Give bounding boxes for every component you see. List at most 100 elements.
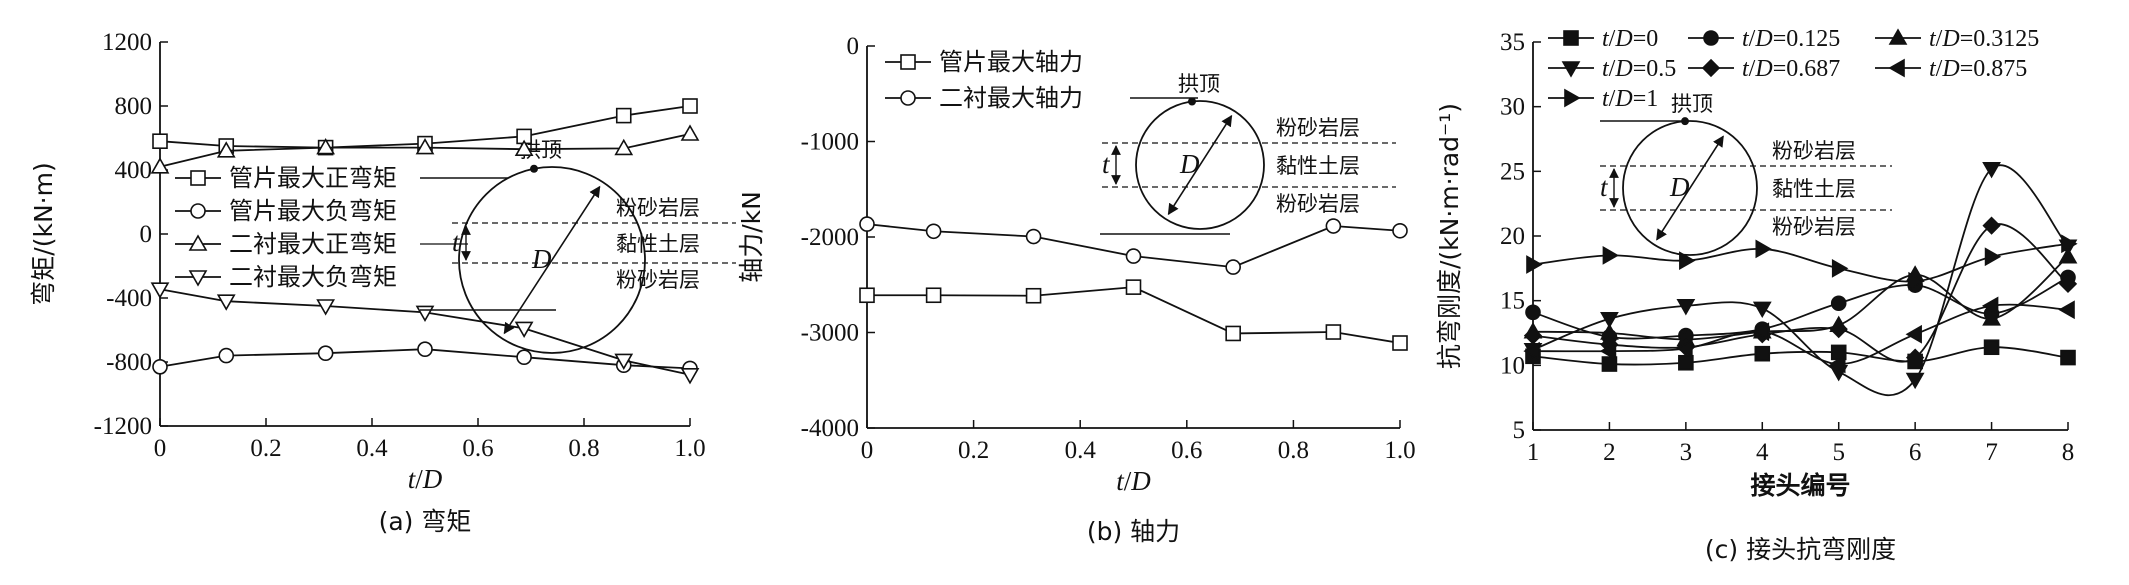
x-tick-label-2: 0.4 bbox=[356, 435, 388, 462]
legend-label-value: =1 bbox=[1633, 86, 1659, 112]
legend-marker-1 bbox=[190, 203, 206, 219]
x-tick-label-7: 8 bbox=[2062, 439, 2075, 466]
x-tick-label-4: 5 bbox=[1832, 439, 1845, 466]
layer-label-top: 粉砂岩层 bbox=[1276, 116, 1360, 140]
series-line-0 bbox=[867, 286, 1401, 344]
legend-marker-2 bbox=[188, 234, 208, 251]
legend-marker-0 bbox=[900, 54, 916, 70]
data-point-s0-1 bbox=[925, 287, 942, 304]
data-point-s2-0 bbox=[150, 157, 170, 174]
diameter-arrow bbox=[1656, 135, 1724, 241]
legend-label-4: t/D=0.687 bbox=[1742, 56, 1840, 82]
data-point-s5-5 bbox=[1905, 324, 1922, 344]
crown-label: 拱顶 bbox=[1671, 92, 1713, 116]
legend-label-d: D bbox=[1941, 56, 1959, 82]
diameter-label: D bbox=[1179, 149, 1200, 179]
x-axis-title: t/D bbox=[1116, 466, 1151, 496]
legend-marker-5 bbox=[1888, 58, 1905, 78]
data-point-s1-1 bbox=[218, 347, 235, 364]
x-axis-title-slash: / bbox=[1124, 466, 1132, 496]
data-point-s0-6 bbox=[1983, 339, 2000, 356]
series-line-2 bbox=[1532, 255, 2069, 341]
legend-label-d: D bbox=[1754, 26, 1772, 52]
data-point-s2-6 bbox=[1982, 309, 2001, 326]
data-point-s5-2 bbox=[1676, 339, 1693, 358]
data-point-s1-5 bbox=[1325, 218, 1342, 234]
y-tick-label-6: -1200 bbox=[94, 413, 152, 440]
y-tick-label-0: 35 bbox=[1500, 29, 1525, 56]
legend-label-6: t/D=1 bbox=[1602, 86, 1658, 112]
legend-label-value: =0.3125 bbox=[1960, 26, 2040, 52]
x-tick-label-1: 0.2 bbox=[250, 435, 281, 462]
y-tick-label-4: -400 bbox=[106, 285, 152, 312]
panel-caption: (c) 接头抗弯刚度 bbox=[1705, 535, 1896, 564]
thickness-label: t bbox=[452, 227, 461, 257]
legend-label-0: t/D=0 bbox=[1602, 26, 1658, 52]
data-point-s3-3 bbox=[1752, 301, 1772, 319]
legend-label-d: D bbox=[1614, 26, 1632, 52]
data-point-s2-2 bbox=[316, 137, 336, 155]
data-point-s0-0 bbox=[859, 287, 875, 304]
diameter-arrow bbox=[1167, 114, 1233, 216]
legend-marker-1 bbox=[900, 90, 916, 106]
data-point-s4-4 bbox=[1829, 319, 1848, 339]
data-point-s4-7 bbox=[2058, 274, 2078, 293]
data-point-s1-4 bbox=[516, 349, 532, 366]
legend-marker-0 bbox=[1563, 30, 1579, 46]
y-tick-label-5: 10 bbox=[1500, 352, 1525, 379]
data-point-s3-6 bbox=[680, 367, 700, 385]
layer-label-top: 粉砂岩层 bbox=[1772, 139, 1856, 163]
legend-label-slash: / bbox=[1749, 56, 1756, 82]
x-tick-label-4: 0.8 bbox=[1278, 437, 1309, 464]
legend-label-1: 二衬最大轴力 bbox=[939, 84, 1083, 112]
tunnel-circle bbox=[458, 166, 646, 354]
x-axis-title-d: D bbox=[422, 464, 443, 494]
legend-label-slash: / bbox=[1609, 26, 1616, 52]
layer-label-middle: 黏性土层 bbox=[616, 232, 700, 256]
legend-label-d: D bbox=[1614, 86, 1632, 112]
legend-label-t: t bbox=[1602, 86, 1610, 112]
x-axis-title: t/D bbox=[408, 464, 443, 494]
y-tick-label-2: 25 bbox=[1500, 158, 1525, 185]
data-point-s3-0 bbox=[150, 282, 170, 299]
y-tick-label-1: 30 bbox=[1500, 94, 1525, 121]
crown-point bbox=[530, 164, 538, 173]
data-point-s6-0 bbox=[1526, 255, 1543, 274]
x-tick-label-4: 0.8 bbox=[568, 435, 599, 462]
x-tick-label-3: 0.6 bbox=[462, 435, 493, 462]
data-point-s1-0 bbox=[152, 358, 168, 375]
data-point-s5-4 bbox=[1829, 354, 1846, 374]
tunnel-circle bbox=[1622, 120, 1758, 256]
x-tick-label-0: 0 bbox=[154, 435, 167, 462]
data-point-s3-5 bbox=[1905, 372, 1925, 390]
y-tick-label-3: 20 bbox=[1500, 223, 1525, 250]
crown-point bbox=[1188, 97, 1196, 106]
legend-label-1: 管片最大负弯矩 bbox=[229, 197, 397, 225]
legend-label-t: t bbox=[1602, 26, 1610, 52]
data-point-s3-6 bbox=[1982, 161, 2001, 179]
legend-label-t: t bbox=[1742, 26, 1750, 52]
data-point-s6-2 bbox=[1679, 251, 1696, 270]
diameter-label: D bbox=[1669, 172, 1690, 202]
data-point-s3-4 bbox=[514, 321, 534, 339]
x-tick-label-3: 0.6 bbox=[1171, 437, 1202, 464]
legend-label-d: D bbox=[1941, 26, 1959, 52]
data-point-s1-1 bbox=[925, 223, 942, 240]
data-point-s0-1 bbox=[1601, 356, 1618, 372]
data-point-s5-1 bbox=[1599, 341, 1617, 361]
y-axis-title: 抗弯刚度/(kN·m·rad⁻¹) bbox=[1435, 103, 1464, 369]
data-point-s1-2 bbox=[317, 345, 334, 362]
data-point-s3-2 bbox=[316, 299, 336, 316]
y-tick-label-0: 0 bbox=[847, 33, 860, 60]
x-axis-title-slash: / bbox=[415, 464, 423, 494]
x-axis-title: 接头编号 bbox=[1750, 471, 1850, 500]
x-tick-label-2: 3 bbox=[1680, 439, 1693, 466]
legend-label-d: D bbox=[1754, 56, 1772, 82]
x-tick-label-0: 1 bbox=[1527, 439, 1540, 466]
layer-label-bottom: 粉砂岩层 bbox=[616, 268, 700, 292]
legend-marker-4 bbox=[1701, 58, 1721, 78]
